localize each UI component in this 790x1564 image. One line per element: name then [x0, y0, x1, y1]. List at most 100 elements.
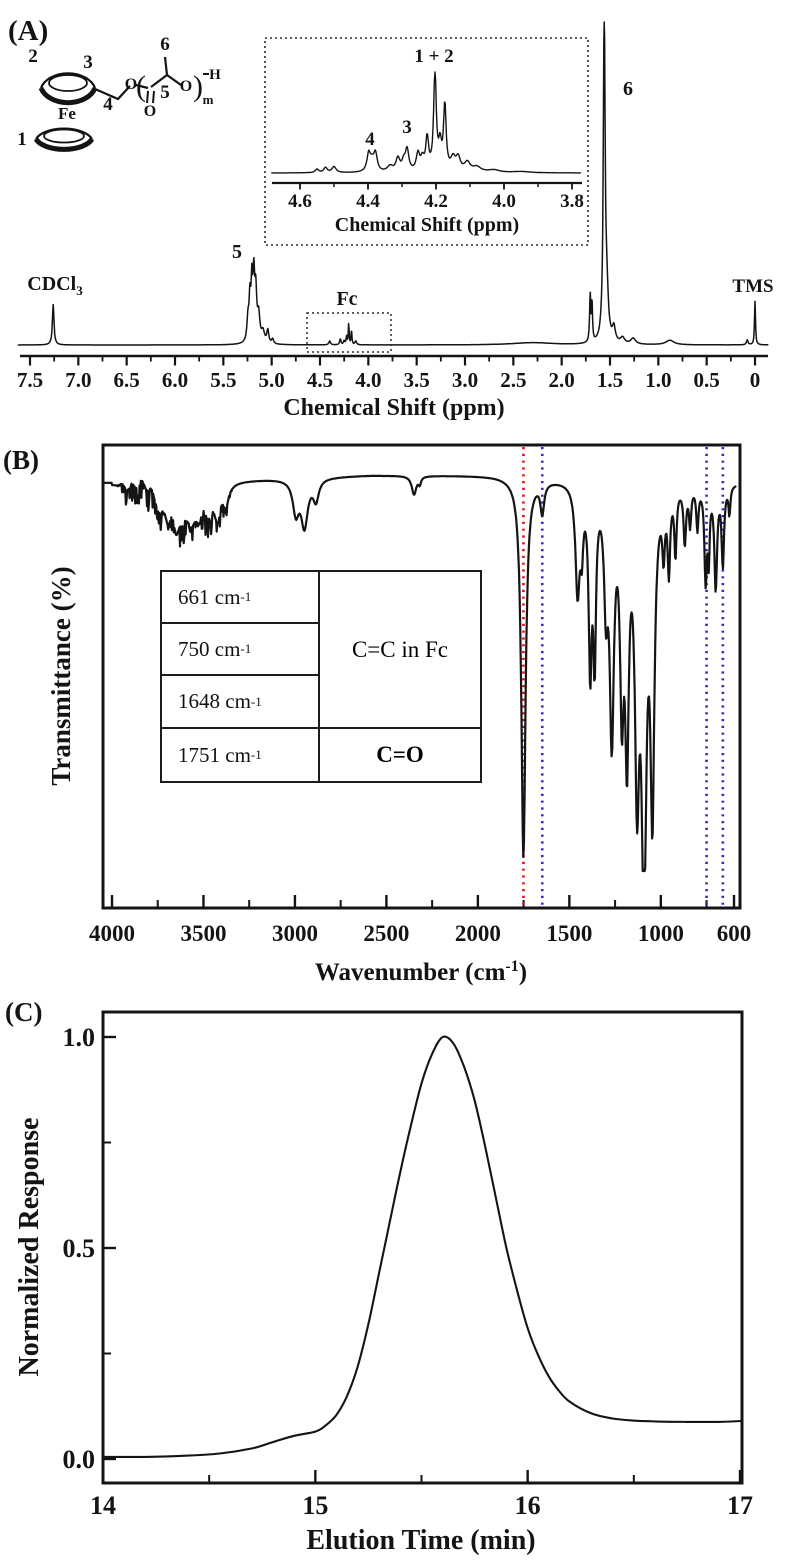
inset-x-axis-title: Chemical Shift (ppm): [335, 214, 519, 236]
nmr-inset-dotted-border: [264, 37, 589, 246]
ftir-tick-label: 600: [717, 921, 752, 946]
gpc-x-tick-label: 16: [515, 1491, 541, 1520]
nmr-tick-label: 6.5: [114, 368, 140, 392]
peak5-label: 5: [232, 241, 242, 263]
ir-table-row-750: 750 cm -1: [162, 624, 320, 676]
structure-atom-o-carbonyl: O: [144, 103, 156, 120]
ftir-tick-label: 3000: [272, 921, 318, 946]
inset-peak4-label: 4: [365, 129, 375, 150]
ftir-plot-frame: [101, 443, 742, 910]
cdcl3-text: CDCl: [27, 273, 76, 295]
structure-label-1: 1: [17, 129, 27, 150]
cdcl3-subscript: 3: [76, 283, 83, 298]
ir-table-row-661-text: 661 cm: [178, 584, 241, 609]
bond-o-to-carbonyl: [135, 83, 149, 90]
ftir-tick-label: 2000: [455, 921, 501, 946]
chemical-structure: [33, 56, 209, 152]
bond-c-double-o: [146, 90, 155, 104]
structure-label-6: 6: [160, 34, 170, 55]
nmr-tick-label: 3.0: [452, 368, 478, 392]
ftir-tick-label: 4000: [89, 921, 135, 946]
cp-ring-top-wedge: [38, 86, 98, 106]
chemical-structure-labels: 2 3 1 4 5 6 Fe O O O H m ( ): [17, 34, 221, 150]
structure-label-2: 2: [28, 46, 38, 67]
structure-atom-h: H: [209, 67, 221, 83]
ir-table-assignment-co: C=O: [320, 729, 480, 781]
structure-repeat-m: m: [203, 92, 214, 107]
gpc-y-tick-label: 0.5: [63, 1234, 96, 1263]
tms-label: TMS: [732, 276, 773, 297]
ftir-tick-label: 3500: [180, 921, 226, 946]
bond-ch-ch3-o: [150, 56, 182, 88]
ir-table-row-1648-text: 1648 cm: [178, 689, 251, 713]
gpc-y-tick-label: 1.0: [63, 1023, 96, 1052]
gpc-x-tick-label: 15: [302, 1491, 328, 1520]
ftir-spectrum-curve: [101, 474, 737, 873]
nmr-spectrum-curve: [17, 21, 769, 346]
bond-ch2: [94, 85, 131, 101]
ir-table-row-1751: 1751 cm -1: [162, 729, 320, 781]
inset-tick-label: 4.6: [288, 191, 312, 212]
nmr-peak-annotations: CDCl3 5 Fc 6 TMS: [27, 78, 773, 310]
structure-label-5: 5: [160, 82, 170, 103]
panel-c-tag: (C): [5, 997, 42, 1027]
nmr-tick-label: 5.0: [259, 368, 285, 392]
nmr-tick-label: 1.5: [597, 368, 623, 392]
ir-table-assignment-cc-fc: C=C in Fc: [320, 572, 480, 729]
cp-ring-bottom-wedge: [33, 137, 95, 152]
nmr-tick-label: 1.0: [645, 368, 671, 392]
nmr-tick-label: 0: [750, 368, 761, 392]
nmr-tick-label: 7.5: [17, 368, 43, 392]
ftir-tick-label: 2500: [363, 921, 409, 946]
co-text: C=O: [376, 742, 424, 767]
cp-ring-top-inner: [48, 74, 88, 92]
cdcl3-label: CDCl3: [27, 273, 83, 298]
inset-tick-label: 3.8: [560, 191, 584, 212]
structure-paren-close: ): [193, 70, 203, 103]
cp-ring-bottom-inner: [43, 128, 85, 144]
ftir-y-axis-title: Transmittance (%): [46, 566, 76, 785]
peak6-label: 6: [623, 78, 633, 100]
panel-b-tag: (B): [3, 445, 39, 475]
static-annotations-layer: (A) (B) (C) 2 3 1 4: [3, 15, 774, 1556]
ftir-x-axis-title: Wavenumber (cm-1): [315, 958, 527, 986]
inset-tick-label: 4.2: [424, 191, 448, 212]
gpc-x-axis-title: Elution Time (min): [306, 1525, 535, 1556]
rendered-charts-layer: 7.5 7.0 6.5 6.0 5.5 5.0 4.5 4.0 3.5 3.0 2.5 2.0 1.5 1…: [17, 21, 769, 1520]
ftir-tick-label: 1000: [638, 921, 684, 946]
nmr-tick-label: 4.0: [355, 368, 381, 392]
structure-atom-o-ester: O: [125, 76, 137, 93]
nmr-inset-annotations: 4 3 1 + 2 Chemical Shift (ppm): [335, 46, 519, 236]
gpc-x-tick-label: 17: [727, 1491, 753, 1520]
fc-region-dotted-box: [306, 312, 392, 353]
nmr-tick-label: 6.0: [162, 368, 188, 392]
gpc-curve: [101, 1035, 742, 1459]
nmr-tick-label: 7.0: [65, 368, 91, 392]
ir-table-row-1648: 1648 cm -1: [162, 676, 320, 729]
gpc-y-tick-label: 0.0: [63, 1445, 96, 1474]
ftir-title-post: ): [519, 959, 527, 986]
structure-label-fe: Fe: [58, 104, 76, 123]
nmr-tick-label: 0.5: [694, 368, 720, 392]
structure-paren-open: (: [136, 70, 146, 103]
gpc-x-tick-label: 14: [90, 1491, 116, 1520]
ftir-title-sup: -1: [505, 958, 518, 975]
ir-table-row-661: 661 cm -1: [162, 572, 320, 624]
structure-label-4: 4: [103, 94, 113, 115]
cp-ring-top-outline: [39, 72, 97, 89]
cc-in-fc-text: C=C in Fc: [351, 636, 449, 662]
ir-table-row-750-text: 750 cm: [178, 636, 241, 661]
panel-a-tag: (A): [8, 15, 48, 47]
inset-spectrum-curve: [271, 71, 582, 174]
inset-tick-label: 4.4: [356, 191, 380, 212]
ir-table-row-1751-text: 1751 cm: [178, 742, 251, 767]
structure-atom-o-chain: O: [180, 78, 192, 95]
nmr-tick-label: 2.5: [500, 368, 526, 392]
nmr-x-axis-title: Chemical Shift (ppm): [283, 395, 504, 421]
inset-peak12-label: 1 + 2: [414, 46, 453, 67]
nmr-tick-label: 2.0: [549, 368, 575, 392]
nmr-tick-label: 5.5: [210, 368, 236, 392]
ir-assignment-table: 661 cm -1 C=C in Fc 750 cm -1 1648 cm -1 17…: [160, 570, 482, 783]
